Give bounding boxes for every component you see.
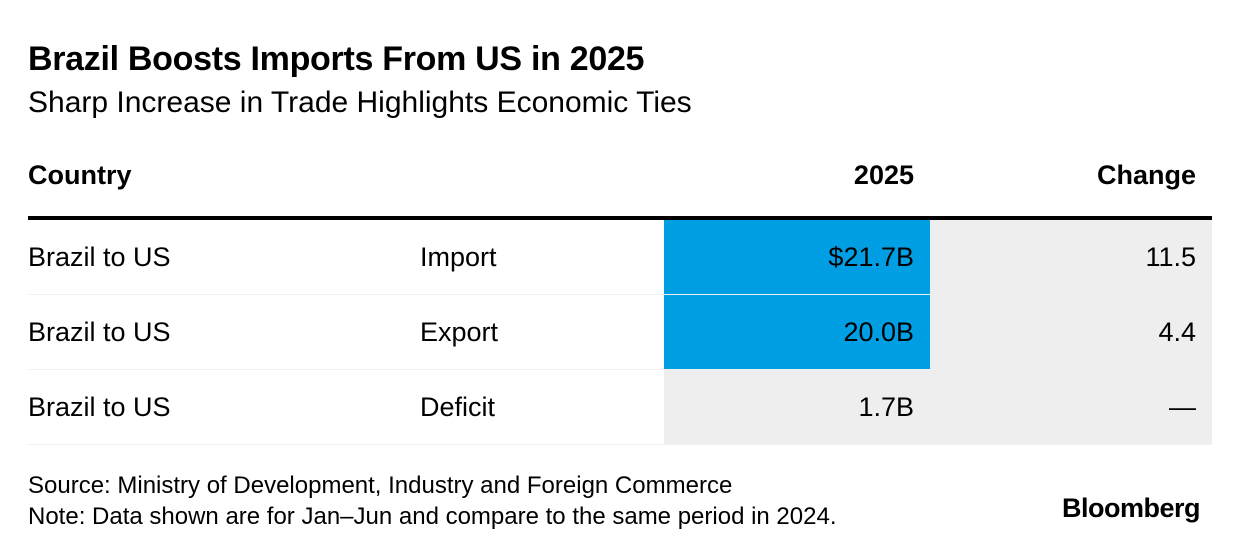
source-note: Source: Ministry of Development, Industr… [28,472,733,499]
chart-subtitle: Sharp Increase in Trade Highlights Econo… [28,86,692,119]
chart-title: Brazil Boosts Imports From US in 2025 [28,40,645,78]
bloomberg-logo: Bloomberg [1061,493,1201,523]
cell-value-2025: $21.7B [664,220,930,294]
table-row: Brazil to US Export 20.0B 4.4 [28,295,1212,370]
table-row: Brazil to US Deficit 1.7B — [28,370,1212,445]
cell-type: Import [420,241,497,272]
column-header-change: Change [1096,160,1196,190]
cell-country: Brazil to US [28,391,171,422]
cell-type: Deficit [420,391,496,422]
cell-country: Brazil to US [28,241,171,272]
table-body: Brazil to US Import $21.7B 11.5 Brazil to US… [28,220,1212,445]
data-table: Country 2025 Change Brazil to US Import $2… [28,150,1212,445]
cell-type: Export [420,316,499,347]
chart-footer: Source: Ministry of Development, Industr… [28,470,837,532]
cell-change: 4.4 [930,295,1212,369]
cell-value-2025: 20.0B [664,295,930,369]
cell-change: 11.5 [930,220,1212,294]
cell-value-2025: 1.7B [664,370,930,444]
column-header-2025: 2025 [853,160,914,190]
cell-country: Brazil to US [28,316,171,347]
table-row: Brazil to US Import $21.7B 11.5 [28,220,1212,295]
cell-change: — [930,370,1212,444]
column-header-country: Country [28,160,132,190]
data-note: Note: Data shown are for Jan–Jun and com… [28,503,837,530]
table-header: Country 2025 Change [28,150,1212,220]
